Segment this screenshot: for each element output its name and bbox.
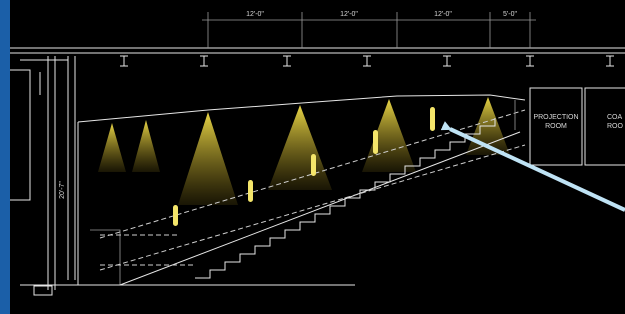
room-label: ROO bbox=[607, 123, 624, 130]
dimension-label: 5'-0" bbox=[503, 11, 517, 18]
dimension-label: 12'-0" bbox=[434, 11, 452, 18]
room-label: PROJECTION bbox=[533, 114, 578, 121]
dimension-label: 12'-0" bbox=[340, 11, 358, 18]
dimension-label: 12'-0" bbox=[246, 11, 264, 18]
section-drawing: 12'-0" 12'-0" 12'-0" 5'-0" 20'-7" PROJEC… bbox=[0, 0, 625, 314]
room-label: ROOM bbox=[545, 123, 567, 130]
side-bar bbox=[0, 0, 10, 314]
room-label: COA bbox=[607, 114, 623, 121]
height-dimension: 20'-7" bbox=[59, 181, 66, 199]
